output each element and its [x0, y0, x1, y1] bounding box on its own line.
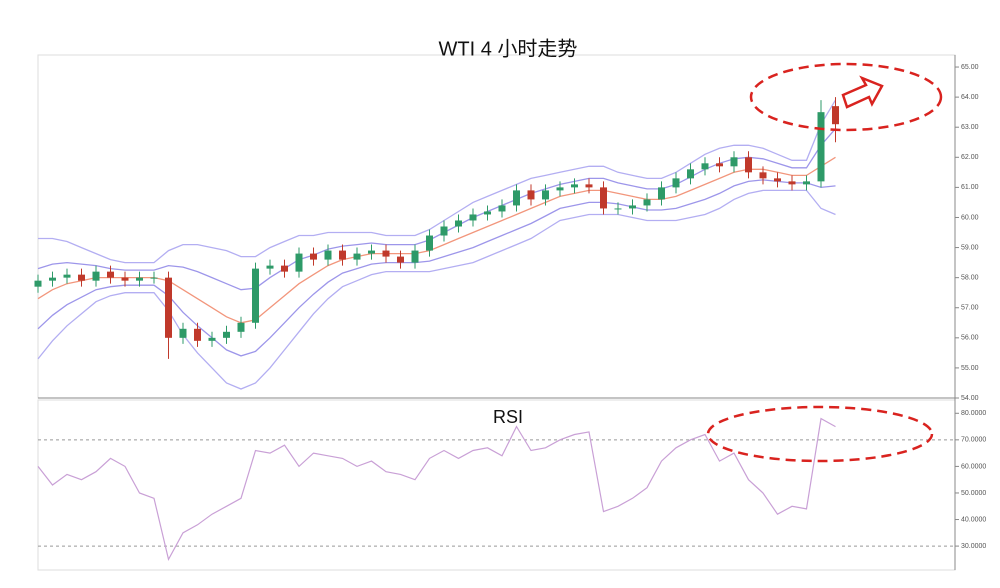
- candle-body: [817, 112, 825, 182]
- y-tick-label: 56.00: [961, 335, 979, 342]
- rsi-title: RSI: [493, 407, 523, 427]
- candle-body: [585, 184, 593, 188]
- y-tick-label: 40.0000: [961, 516, 986, 523]
- candle-body: [78, 274, 85, 281]
- candle-body: [469, 214, 477, 221]
- candle-body: [455, 220, 462, 227]
- candle-body: [701, 163, 709, 170]
- candle-body: [687, 169, 694, 179]
- candle-body: [397, 256, 404, 263]
- y-tick-label: 60.0000: [961, 463, 986, 470]
- candle-body: [121, 277, 129, 281]
- candle-body: [513, 190, 520, 206]
- candle-body: [600, 187, 607, 209]
- candle-body: [658, 187, 665, 200]
- candle-body: [730, 157, 738, 167]
- y-tick-label: 58.00: [961, 274, 979, 281]
- candle-body: [759, 172, 767, 179]
- candle-body: [194, 328, 201, 341]
- candle-body: [527, 190, 535, 200]
- candle-body: [629, 205, 636, 209]
- y-tick-label: 57.00: [961, 305, 979, 312]
- candle-body: [745, 157, 752, 173]
- rsi-line: [37, 417, 836, 562]
- candle-body: [716, 163, 723, 167]
- candle-body: [426, 235, 433, 251]
- y-tick-label: 80.0000: [961, 410, 986, 417]
- y-tick-label: 63.00: [961, 124, 979, 131]
- candle-body: [774, 178, 781, 182]
- y-tick-label: 62.00: [961, 154, 979, 161]
- band-line: [37, 128, 836, 291]
- y-tick-label: 64.00: [961, 94, 979, 101]
- band-line: [37, 179, 836, 357]
- candle-body: [252, 268, 259, 323]
- candle-body: [63, 274, 71, 278]
- candle-body: [266, 265, 274, 269]
- candle-body: [281, 265, 288, 272]
- y-tick-label: 54.00: [961, 395, 979, 402]
- candle-body: [788, 181, 796, 185]
- candle-body: [223, 331, 230, 338]
- y-tick-label: 60.00: [961, 214, 979, 221]
- candle-body: [49, 277, 56, 281]
- band-line: [38, 99, 837, 264]
- candle-body: [832, 106, 839, 125]
- candle-body: [324, 250, 332, 260]
- candle-body: [208, 337, 216, 341]
- candle-body: [571, 184, 578, 188]
- y-tick-label: 55.00: [961, 365, 979, 372]
- candle-body: [150, 277, 158, 279]
- candle-body: [353, 253, 361, 260]
- y-tick-label: 50.0000: [961, 490, 986, 497]
- candle-body: [165, 277, 172, 338]
- plot: 54.00 55.00 56.00 57.00 58.00 59.00 60.00 61.00…: [34, 64, 986, 562]
- candle-body: [179, 328, 187, 338]
- candle-body: [643, 199, 651, 206]
- candle-body: [803, 181, 810, 185]
- y-tick-label: 30.0000: [961, 543, 986, 550]
- candle-body: [136, 277, 143, 281]
- y-tick-label: 65.00: [961, 64, 979, 71]
- candle-body: [310, 253, 317, 260]
- price-panel: [37, 54, 956, 399]
- band-line: [37, 189, 836, 390]
- candle-body: [339, 250, 346, 260]
- candle-body: [542, 190, 549, 200]
- candle-body: [107, 271, 114, 278]
- candle-body: [411, 250, 419, 263]
- candle-body: [295, 253, 303, 272]
- highlight-ellipse: [706, 405, 934, 463]
- candle-body: [614, 208, 622, 210]
- candle-body: [556, 187, 564, 191]
- candle-body: [484, 211, 491, 215]
- y-tick-label: 59.00: [961, 244, 979, 251]
- candle-body: [34, 280, 42, 287]
- candle-body: [498, 205, 506, 212]
- candle-body: [672, 178, 680, 188]
- candle-body: [237, 322, 245, 332]
- y-tick-label: 61.00: [961, 184, 979, 191]
- candle-body: [382, 250, 390, 257]
- highlight-ellipse: [749, 62, 943, 132]
- candle-body: [440, 226, 448, 236]
- chart-title: WTI 4 小时走势: [439, 37, 578, 60]
- y-tick-label: 70.0000: [961, 437, 986, 444]
- candle-body: [368, 250, 375, 254]
- arrow: [841, 75, 884, 109]
- candle-body: [92, 271, 100, 281]
